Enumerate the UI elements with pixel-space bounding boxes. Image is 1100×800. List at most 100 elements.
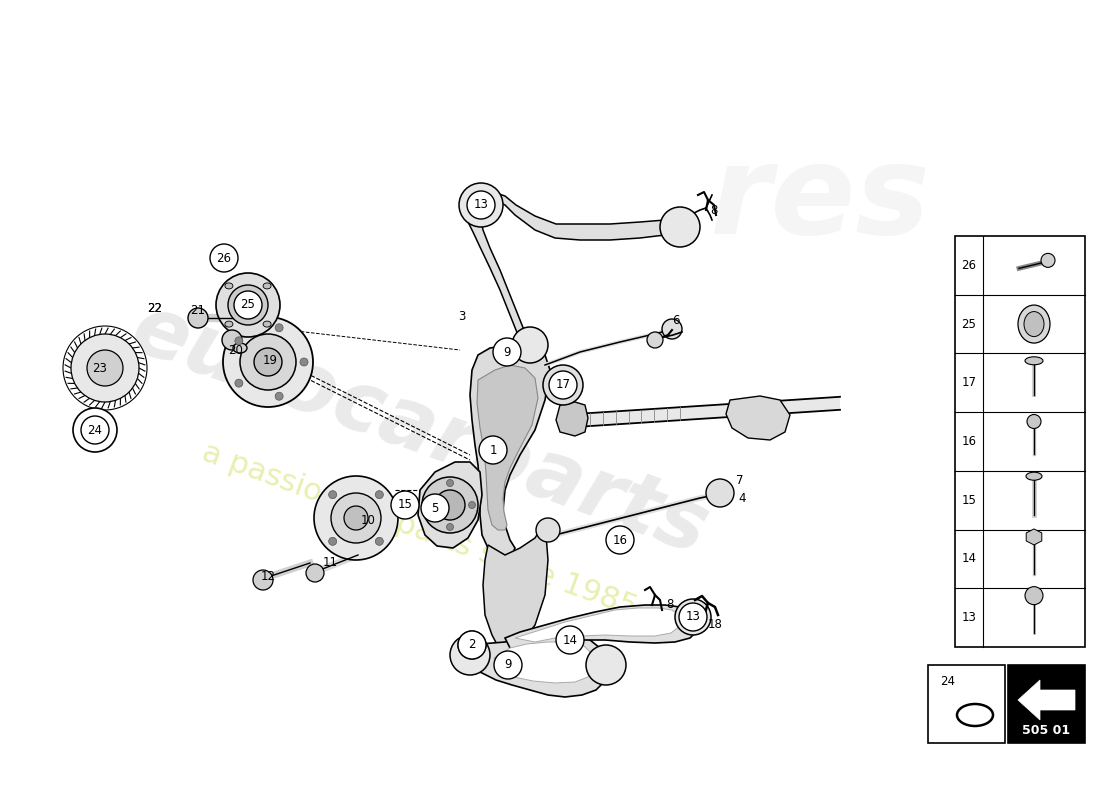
Circle shape bbox=[660, 207, 700, 247]
Ellipse shape bbox=[263, 283, 271, 289]
Text: 15: 15 bbox=[397, 498, 412, 511]
Circle shape bbox=[552, 374, 574, 396]
Text: 24: 24 bbox=[88, 423, 102, 437]
Circle shape bbox=[468, 191, 495, 219]
Circle shape bbox=[331, 493, 381, 543]
Circle shape bbox=[238, 295, 258, 315]
Text: 1: 1 bbox=[490, 443, 497, 457]
Text: 25: 25 bbox=[241, 298, 255, 311]
Circle shape bbox=[502, 660, 512, 670]
Text: 15: 15 bbox=[961, 494, 977, 506]
Circle shape bbox=[458, 631, 486, 659]
Circle shape bbox=[329, 538, 337, 546]
Bar bbox=[928, 665, 1005, 743]
Circle shape bbox=[72, 334, 139, 402]
Text: 12: 12 bbox=[261, 570, 275, 583]
Text: 14: 14 bbox=[562, 634, 578, 646]
Text: 3: 3 bbox=[459, 310, 465, 322]
Circle shape bbox=[421, 494, 449, 522]
Circle shape bbox=[662, 319, 682, 339]
Polygon shape bbox=[483, 522, 548, 655]
Text: res: res bbox=[710, 139, 931, 261]
Circle shape bbox=[647, 332, 663, 348]
Text: 22: 22 bbox=[147, 302, 163, 314]
Circle shape bbox=[447, 523, 453, 530]
Circle shape bbox=[222, 330, 242, 350]
Text: 17: 17 bbox=[556, 378, 571, 391]
Ellipse shape bbox=[233, 343, 248, 353]
Text: 4: 4 bbox=[738, 491, 746, 505]
Ellipse shape bbox=[1018, 305, 1050, 343]
Ellipse shape bbox=[224, 321, 233, 327]
Circle shape bbox=[73, 408, 117, 452]
Circle shape bbox=[216, 273, 280, 337]
Circle shape bbox=[425, 502, 431, 509]
Polygon shape bbox=[726, 396, 790, 440]
Text: 6: 6 bbox=[672, 314, 680, 326]
Text: eurocarparts: eurocarparts bbox=[121, 288, 719, 572]
Text: 16: 16 bbox=[961, 435, 977, 448]
Circle shape bbox=[586, 645, 626, 685]
Circle shape bbox=[300, 358, 308, 366]
Text: 14: 14 bbox=[961, 553, 977, 566]
Circle shape bbox=[314, 476, 398, 560]
Circle shape bbox=[63, 326, 147, 410]
Circle shape bbox=[494, 651, 522, 679]
Text: 8: 8 bbox=[711, 203, 717, 217]
Circle shape bbox=[235, 337, 243, 345]
Ellipse shape bbox=[498, 659, 516, 671]
Circle shape bbox=[254, 348, 282, 376]
Text: a passion for parts since 1985: a passion for parts since 1985 bbox=[198, 438, 641, 622]
Circle shape bbox=[275, 324, 283, 332]
Text: 23: 23 bbox=[92, 362, 108, 374]
Circle shape bbox=[235, 379, 243, 387]
Circle shape bbox=[478, 436, 507, 464]
Polygon shape bbox=[468, 633, 608, 697]
Circle shape bbox=[434, 490, 465, 520]
Circle shape bbox=[512, 327, 548, 363]
Circle shape bbox=[82, 417, 108, 443]
Circle shape bbox=[450, 635, 490, 675]
Text: 13: 13 bbox=[685, 610, 701, 623]
Circle shape bbox=[679, 603, 707, 631]
Text: 9: 9 bbox=[504, 346, 510, 358]
Circle shape bbox=[502, 654, 514, 666]
Circle shape bbox=[469, 502, 475, 509]
Text: 11: 11 bbox=[322, 555, 338, 569]
Circle shape bbox=[375, 538, 383, 546]
Text: 26: 26 bbox=[217, 251, 231, 265]
Text: 20: 20 bbox=[229, 343, 243, 357]
Ellipse shape bbox=[1024, 311, 1044, 337]
Circle shape bbox=[556, 626, 584, 654]
Bar bbox=[955, 236, 1085, 647]
Polygon shape bbox=[556, 402, 588, 436]
Circle shape bbox=[1025, 586, 1043, 605]
Text: 505 01: 505 01 bbox=[1022, 723, 1070, 737]
Text: 21: 21 bbox=[190, 303, 206, 317]
Text: 9: 9 bbox=[504, 658, 512, 671]
Polygon shape bbox=[465, 192, 685, 345]
Circle shape bbox=[375, 490, 383, 498]
Text: 2: 2 bbox=[469, 638, 475, 651]
Polygon shape bbox=[505, 605, 700, 652]
Ellipse shape bbox=[498, 346, 516, 358]
Polygon shape bbox=[515, 608, 682, 642]
Text: 24: 24 bbox=[940, 675, 955, 688]
Text: 18: 18 bbox=[707, 618, 723, 631]
Circle shape bbox=[253, 570, 273, 590]
Circle shape bbox=[1041, 254, 1055, 267]
Polygon shape bbox=[477, 365, 538, 530]
Circle shape bbox=[344, 506, 369, 530]
Circle shape bbox=[306, 564, 324, 582]
Text: 13: 13 bbox=[474, 198, 488, 211]
Text: 10: 10 bbox=[361, 514, 375, 526]
Text: 5: 5 bbox=[431, 502, 439, 514]
Circle shape bbox=[536, 518, 560, 542]
Ellipse shape bbox=[1026, 472, 1042, 480]
Bar bbox=[1008, 665, 1085, 743]
Circle shape bbox=[188, 308, 208, 328]
Text: 22: 22 bbox=[147, 302, 163, 314]
Circle shape bbox=[549, 371, 578, 399]
Polygon shape bbox=[1018, 680, 1075, 720]
Circle shape bbox=[606, 526, 634, 554]
